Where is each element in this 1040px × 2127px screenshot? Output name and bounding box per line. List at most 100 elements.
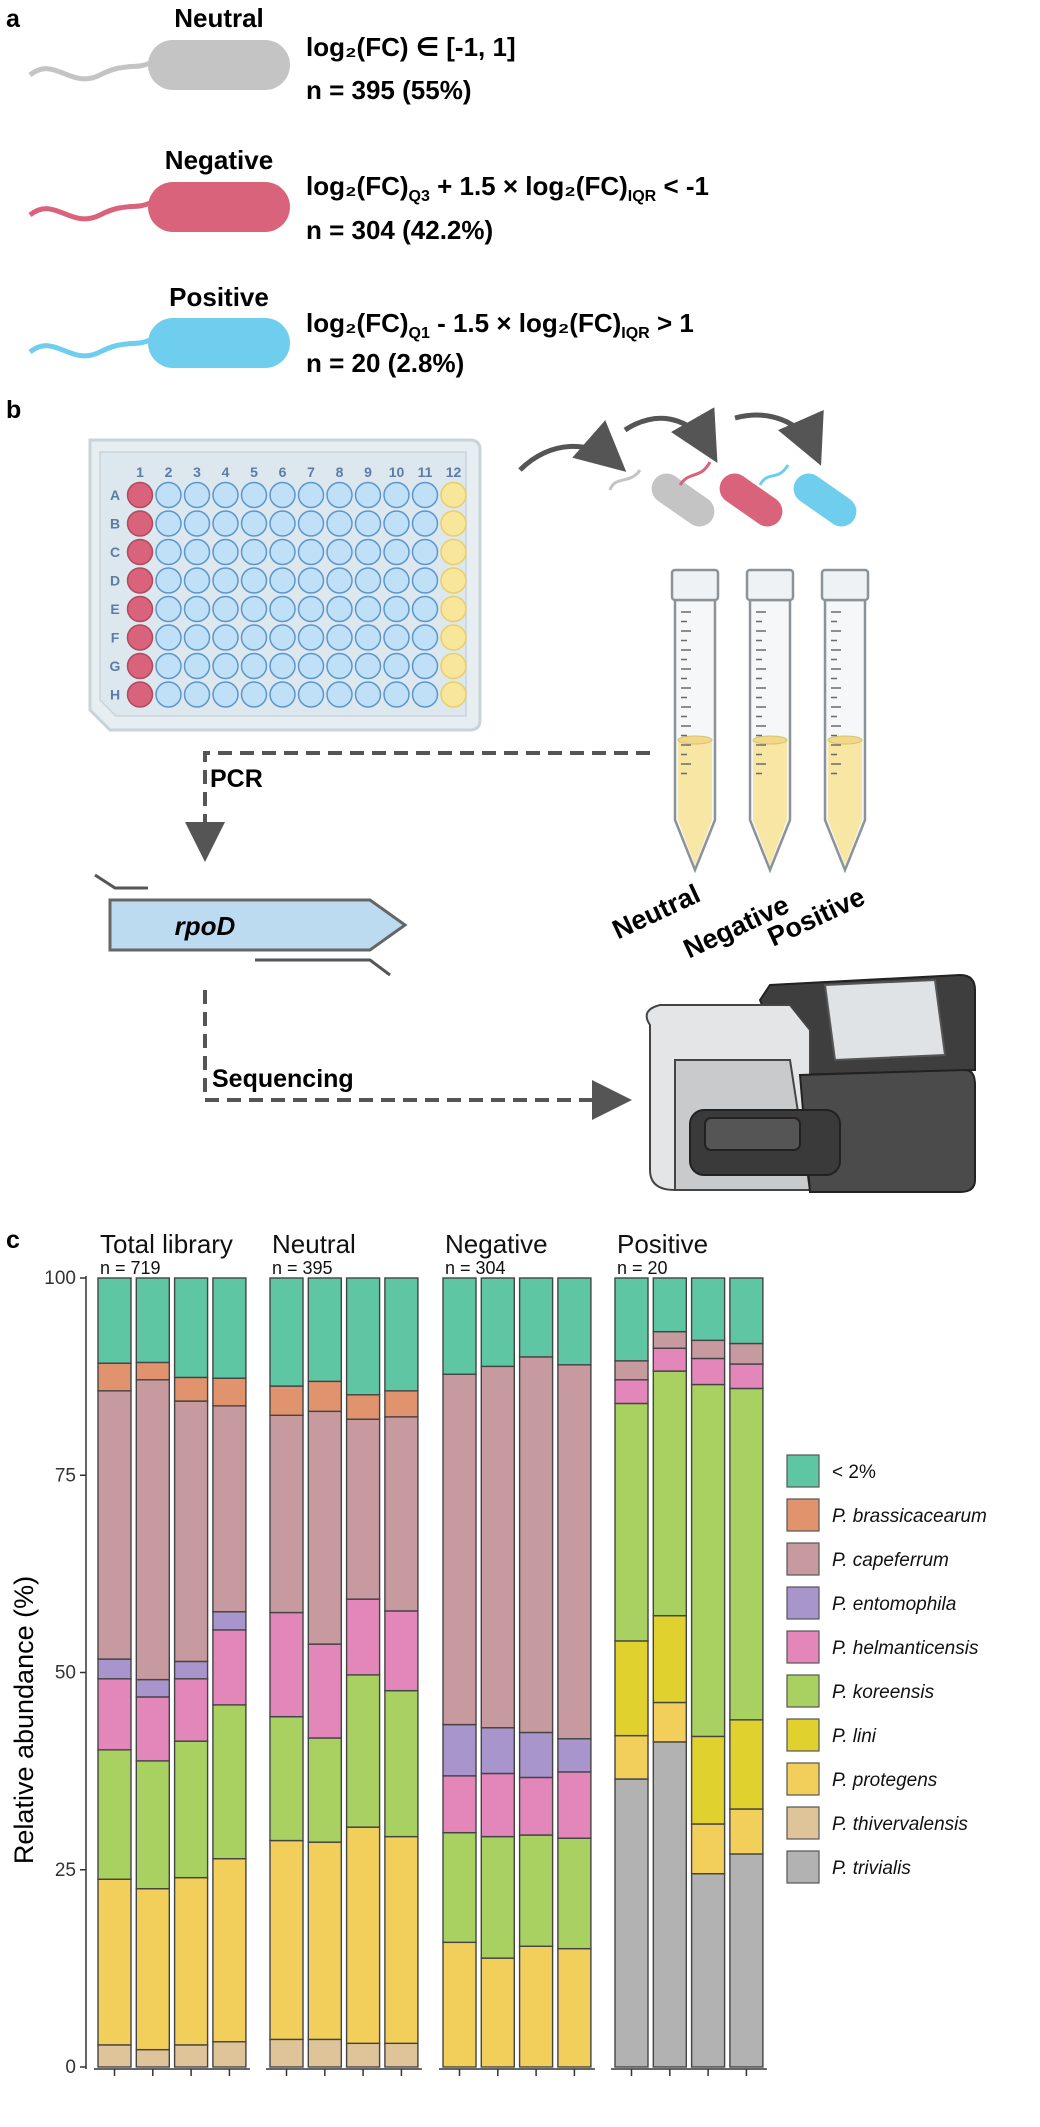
plate-row-label: G xyxy=(110,658,121,674)
bar-segment-p-koreensis xyxy=(384,1689,419,1838)
plate-well xyxy=(212,595,239,623)
plate-well xyxy=(212,681,239,708)
bar-segment-p-protegens xyxy=(480,1957,515,2068)
plate-well xyxy=(354,510,382,537)
bar-segment-p-helmanticensis xyxy=(97,1678,132,1751)
bar-segment-2 xyxy=(173,1277,209,1379)
plate-well xyxy=(411,652,439,680)
bar-segment-p-trivialis xyxy=(729,1853,764,2068)
plate-well xyxy=(240,510,268,537)
plate-well xyxy=(411,567,439,594)
bar-segment-2 xyxy=(212,1277,247,1379)
legend-swatch xyxy=(786,1850,820,1884)
positive-formula: log₂(FC)Q1 - 1.5 × log₂(FC)IQR > 1 xyxy=(306,308,694,342)
plate-well xyxy=(411,510,439,537)
plate-well xyxy=(383,510,410,537)
bar-segment-p-capeferrum xyxy=(442,1373,477,1726)
bar-segment-p-thivervalensis xyxy=(173,2044,209,2068)
plate-well xyxy=(297,538,325,566)
plate-well xyxy=(326,624,353,651)
plate-well xyxy=(411,481,439,509)
plate-well xyxy=(155,652,182,680)
bar-segment-p-capeferrum xyxy=(135,1379,171,1681)
plate-well xyxy=(183,567,211,594)
legend-swatch xyxy=(786,1454,820,1488)
bar-segment-p-protegens xyxy=(690,1823,726,1875)
bar-segment-p-koreensis xyxy=(518,1834,554,1947)
legend-label: P. thivervalensis xyxy=(832,1814,968,1835)
bar-segment-p-capeferrum xyxy=(269,1414,304,1614)
bar-segment-p-helmanticensis xyxy=(345,1598,381,1676)
tube-bacterium-neutral xyxy=(608,469,715,527)
plate-well xyxy=(411,538,439,566)
legend-label: P. lini xyxy=(832,1726,877,1747)
bar-segment-p-capeferrum xyxy=(614,1360,649,1381)
bar-segment-p-capeferrum xyxy=(557,1364,592,1740)
plate-well xyxy=(212,481,239,509)
bar-segment-2 xyxy=(729,1277,764,1345)
bar-segment-p-protegens xyxy=(614,1734,649,1780)
plate-well xyxy=(212,624,239,651)
plate-well xyxy=(240,567,268,594)
negative-formula: log₂(FC)Q3 + 1.5 × log₂(FC)IQR < -1 xyxy=(306,171,709,205)
plate-well xyxy=(354,567,382,594)
y-tick-label: 75 xyxy=(55,1465,76,1486)
bar-segment-p-koreensis xyxy=(729,1387,764,1721)
primer-reverse xyxy=(255,958,391,977)
primer-forward xyxy=(94,873,148,890)
plate-well xyxy=(383,681,410,708)
bar-segment-p-lini xyxy=(614,1640,649,1737)
plate-well xyxy=(297,567,325,594)
bar-segment-p-koreensis xyxy=(97,1749,132,1880)
curved-arrow-2 xyxy=(623,407,718,464)
plate-well xyxy=(411,681,439,708)
bar-segment-p-helmanticensis xyxy=(518,1776,554,1836)
pcr-arrow xyxy=(185,751,650,862)
plate-well xyxy=(126,510,154,537)
bar-segment-p-thivervalensis xyxy=(212,2041,247,2068)
bar-segment-p-capeferrum xyxy=(212,1405,247,1613)
plate-well xyxy=(354,481,382,509)
bar-segment-p-protegens xyxy=(173,1876,209,2046)
legend-swatch xyxy=(786,1718,820,1752)
sequencer-icon xyxy=(645,973,976,1193)
legend-label: P. capeferrum xyxy=(832,1550,949,1571)
bar-segment-p-brassicacearum xyxy=(384,1390,419,1418)
bar-segment-p-helmanticensis xyxy=(307,1643,342,1739)
bar-segment-p-helmanticensis xyxy=(690,1357,726,1386)
neutral-count: n = 395 (55%) xyxy=(306,75,471,105)
bar-segment-p-capeferrum xyxy=(652,1330,687,1349)
bar-segment-p-protegens xyxy=(729,1808,764,1855)
bar-segment-p-entomophila xyxy=(135,1678,171,1698)
bar-segment-p-helmanticensis xyxy=(729,1363,764,1390)
tube-neutral xyxy=(670,568,720,874)
bar-segment-2 xyxy=(442,1277,477,1375)
legend-swatch xyxy=(786,1498,820,1532)
gene-arrow xyxy=(108,898,408,952)
plate-well xyxy=(326,510,353,537)
plate-well xyxy=(354,681,382,708)
plate-well xyxy=(383,624,410,651)
tube-negative xyxy=(745,568,795,874)
legend-label: P. koreensis xyxy=(832,1682,935,1703)
plate-col-label: 11 xyxy=(418,464,433,480)
bar-segment-p-trivialis xyxy=(652,1741,687,2068)
negative-flagellum xyxy=(28,200,152,222)
gene-label: rpoD xyxy=(175,911,236,941)
plate-col-label: 8 xyxy=(336,464,344,480)
plate-well xyxy=(269,538,296,566)
bar-segment-p-protegens xyxy=(269,1839,304,2041)
bar-segment-p-koreensis xyxy=(690,1383,726,1738)
bar-segment-p-helmanticensis xyxy=(384,1610,419,1692)
plate-well xyxy=(326,481,353,509)
positive-count: n = 20 (2.8%) xyxy=(306,348,464,378)
facet-title: Positive xyxy=(617,1229,708,1259)
plate-well xyxy=(240,538,268,566)
bar-segment-p-entomophila xyxy=(97,1658,132,1680)
plate-well xyxy=(383,567,410,594)
panel-a-letter: a xyxy=(6,5,21,33)
plate-well xyxy=(354,595,382,623)
plate-well xyxy=(126,681,154,708)
bar-segment-p-helmanticensis xyxy=(480,1772,515,1838)
